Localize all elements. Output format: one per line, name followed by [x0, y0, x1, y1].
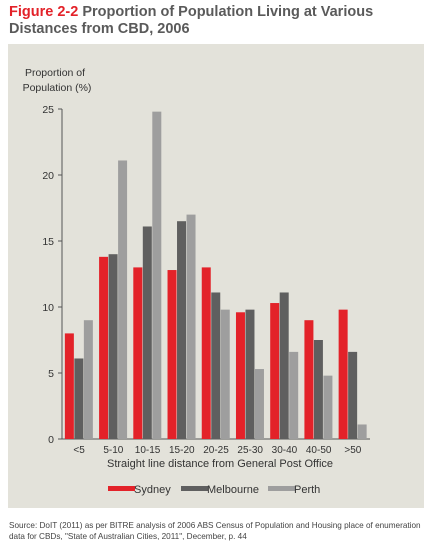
x-tick-label: >50	[344, 445, 361, 456]
bar-melbourne	[245, 309, 255, 439]
bar-melbourne	[279, 292, 289, 439]
x-tick-label: 20-25	[203, 445, 229, 456]
bar-perth	[254, 369, 264, 439]
bar-sydney	[304, 320, 314, 439]
figure-title-text: Proportion of Population Living at Vario…	[9, 4, 374, 37]
y-tick-label: 15	[42, 236, 54, 248]
bar-sydney	[99, 256, 109, 439]
source-note: Source: DoIT (2011) as per BITRE analysi…	[9, 521, 421, 541]
x-tick-label: 15-20	[169, 445, 195, 456]
bar-melbourne	[108, 254, 118, 439]
bar-sydney	[167, 270, 177, 439]
y-tick-label: 10	[42, 302, 54, 314]
bar-melbourne	[348, 351, 358, 439]
bar-perth	[220, 309, 230, 439]
bar-sydney	[64, 333, 74, 439]
bar-melbourne	[74, 358, 84, 439]
bar-sydney	[201, 267, 211, 439]
bar-melbourne	[313, 340, 323, 439]
y-tick-label: 20	[42, 170, 54, 182]
x-tick-label: 25-30	[237, 445, 263, 456]
x-tick-label: <5	[73, 445, 85, 456]
bar-sydney	[133, 267, 143, 439]
figure-title: Figure 2-2 Proportion of Population Livi…	[9, 4, 429, 38]
y-axis-label-line1: Proportion of	[25, 67, 85, 79]
bar-perth	[323, 375, 333, 439]
bar-perth	[83, 320, 93, 439]
legend-swatch-perth	[268, 486, 295, 491]
bar-melbourne	[177, 221, 187, 439]
x-tick-label: 5-10	[103, 445, 123, 456]
legend-label-melbourne: Melbourne	[207, 484, 259, 496]
bar-sydney	[235, 312, 245, 439]
bar-perth	[289, 351, 299, 439]
legend-swatch-sydney	[108, 486, 135, 491]
bar-perth	[118, 160, 128, 440]
bar-melbourne	[211, 292, 221, 439]
bar-sydney	[270, 303, 280, 439]
x-axis-label: Straight line distance from General Post…	[107, 458, 333, 470]
bar-perth	[186, 214, 196, 439]
y-axis-label-line2: Population (%)	[23, 82, 92, 94]
bar-sydney	[338, 309, 348, 439]
x-tick-label: 30-40	[272, 445, 298, 456]
x-tick-label: 10-15	[135, 445, 161, 456]
x-tick-label: 40-50	[306, 445, 332, 456]
legend-label-perth: Perth	[294, 484, 320, 496]
legend-swatch-melbourne	[181, 486, 208, 491]
bar-perth	[152, 111, 162, 439]
bar-melbourne	[142, 226, 152, 439]
legend-label-sydney: Sydney	[134, 484, 171, 496]
y-tick-label: 0	[48, 434, 54, 446]
y-tick-label: 5	[48, 368, 54, 380]
bar-perth	[357, 424, 367, 439]
figure-label: Figure 2-2	[9, 4, 79, 20]
y-tick-label: 25	[42, 104, 54, 116]
